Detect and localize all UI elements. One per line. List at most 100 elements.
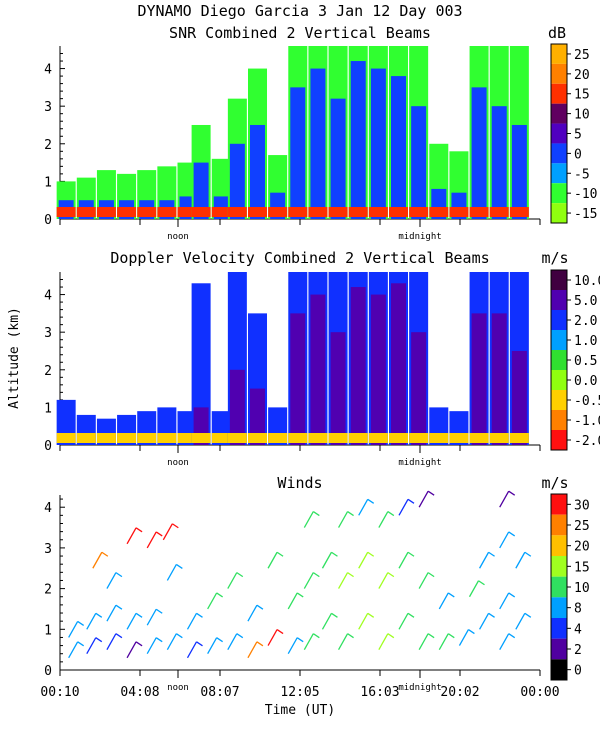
colorbar-label: 10 [574,108,590,123]
heatmap-cell [191,433,211,443]
heatmap-cell [96,433,116,443]
y-tick-label: 4 [44,63,52,78]
wind-barb-flag [367,612,375,618]
y-axis-label: Altitude (km) [7,307,22,409]
heatmap-cell [177,207,197,217]
heatmap-cell [449,433,469,443]
wind-barb-flag [427,633,435,639]
wind-barb [438,592,449,610]
colorbar-swatch [551,143,567,164]
y-tick-label: 3 [44,542,52,557]
colorbar-label: -0.5 [574,394,600,409]
wind-barb [186,641,198,659]
wind-barb-flag [347,633,354,639]
wind-barb [338,633,349,650]
heatmap-cell [96,207,116,217]
wind-barb-flag [296,592,304,598]
heatmap-cell [491,106,507,219]
y-tick-label: 4 [44,501,52,516]
doppler-unit: m/s [541,249,568,267]
heatmap-cell [471,87,487,219]
y-tick-label: 1 [44,175,52,190]
wind-barb-flag [256,641,264,647]
heatmap-cell [268,207,288,217]
wind-barb [207,637,218,655]
heatmap-cell [290,87,306,219]
wind-barb [126,527,137,545]
wind-barb-flag [407,551,415,557]
snr-colorbar: 25 20 15 10 5 0 -5 -10 -15 [550,43,597,224]
colorbar-swatch [551,350,567,370]
wind-barb [499,531,510,549]
x-tick-label: 08:07 [200,685,239,700]
heatmap-cell [310,294,326,445]
wind-barb [378,633,389,650]
wind-barb [515,551,526,569]
colorbar-swatch [551,310,567,330]
colorbar-label: 0.0 [574,374,597,389]
wind-barb-flag [478,580,485,586]
colorbar-label: 4 [574,622,582,637]
heatmap-cell [409,207,429,217]
colorbar-swatch [551,183,567,204]
colorbar-swatch [551,556,567,577]
colorbar-swatch [551,390,567,410]
wind-barb [358,612,369,630]
wind-barb [162,523,173,541]
wind-barb-flag [508,592,516,598]
noon-label: noon [167,232,189,242]
heatmap-cell [328,207,348,217]
colorbar-swatch [551,123,567,144]
y-tick-label: 0 [44,439,52,454]
heatmap-cell [330,332,346,445]
heatmap-cell [489,433,509,443]
wind-barb [247,604,258,622]
colorbar-label: 0 [574,664,582,679]
wind-barb [68,621,79,638]
wind-barb-flag [407,498,415,504]
wind-barb-flag [77,620,85,626]
wind-barb [86,612,97,630]
heatmap-cell [117,207,137,217]
colorbar-swatch [551,535,567,556]
wind-barb-flag [447,633,455,639]
heatmap-cell [250,124,266,219]
colorbar-swatch [551,330,567,350]
heatmap-cell [177,433,197,443]
heatmap-cell [469,433,489,443]
heatmap-cell [193,162,209,219]
heatmap-cell [511,124,527,219]
colorbar-swatch [551,576,567,598]
wind-barb [499,490,510,508]
wind-barb [378,511,389,528]
wind-barb-flag [312,633,320,639]
wind-barb-flag [276,629,284,635]
heatmap-cell [227,433,247,443]
heatmap-cell [389,207,409,217]
x-axis-label: Time (UT) [265,703,335,718]
wind-barb [92,551,103,569]
colorbar-label: 2.0 [574,314,597,329]
heatmap-cell [409,433,429,443]
colorbar-label: 25 [574,519,590,534]
heatmap-cell [411,106,427,219]
wind-barb [418,572,429,589]
time-axis: 00:10 04:08 08:07 12:05 16:03 20:02 00:00 [40,685,559,700]
heatmap-cell [368,207,388,217]
wind-barb-flag [155,637,163,643]
wind-barb-flag [155,531,163,537]
wind-barb [499,592,510,610]
wind-barb-flag [115,572,123,578]
colorbar-label: 5.0 [574,294,597,309]
colorbar-swatch [551,103,567,124]
heatmap-cell [429,207,449,217]
heatmap-cell [191,207,211,217]
wind-barb-flag [407,612,415,618]
wind-barb-flag [427,572,435,578]
wind-barb-flag [77,641,85,647]
colorbar-swatch [551,44,567,64]
y-tick-label: 2 [44,583,52,598]
wind-barb [146,608,157,626]
colorbar-label: 20 [574,540,590,555]
